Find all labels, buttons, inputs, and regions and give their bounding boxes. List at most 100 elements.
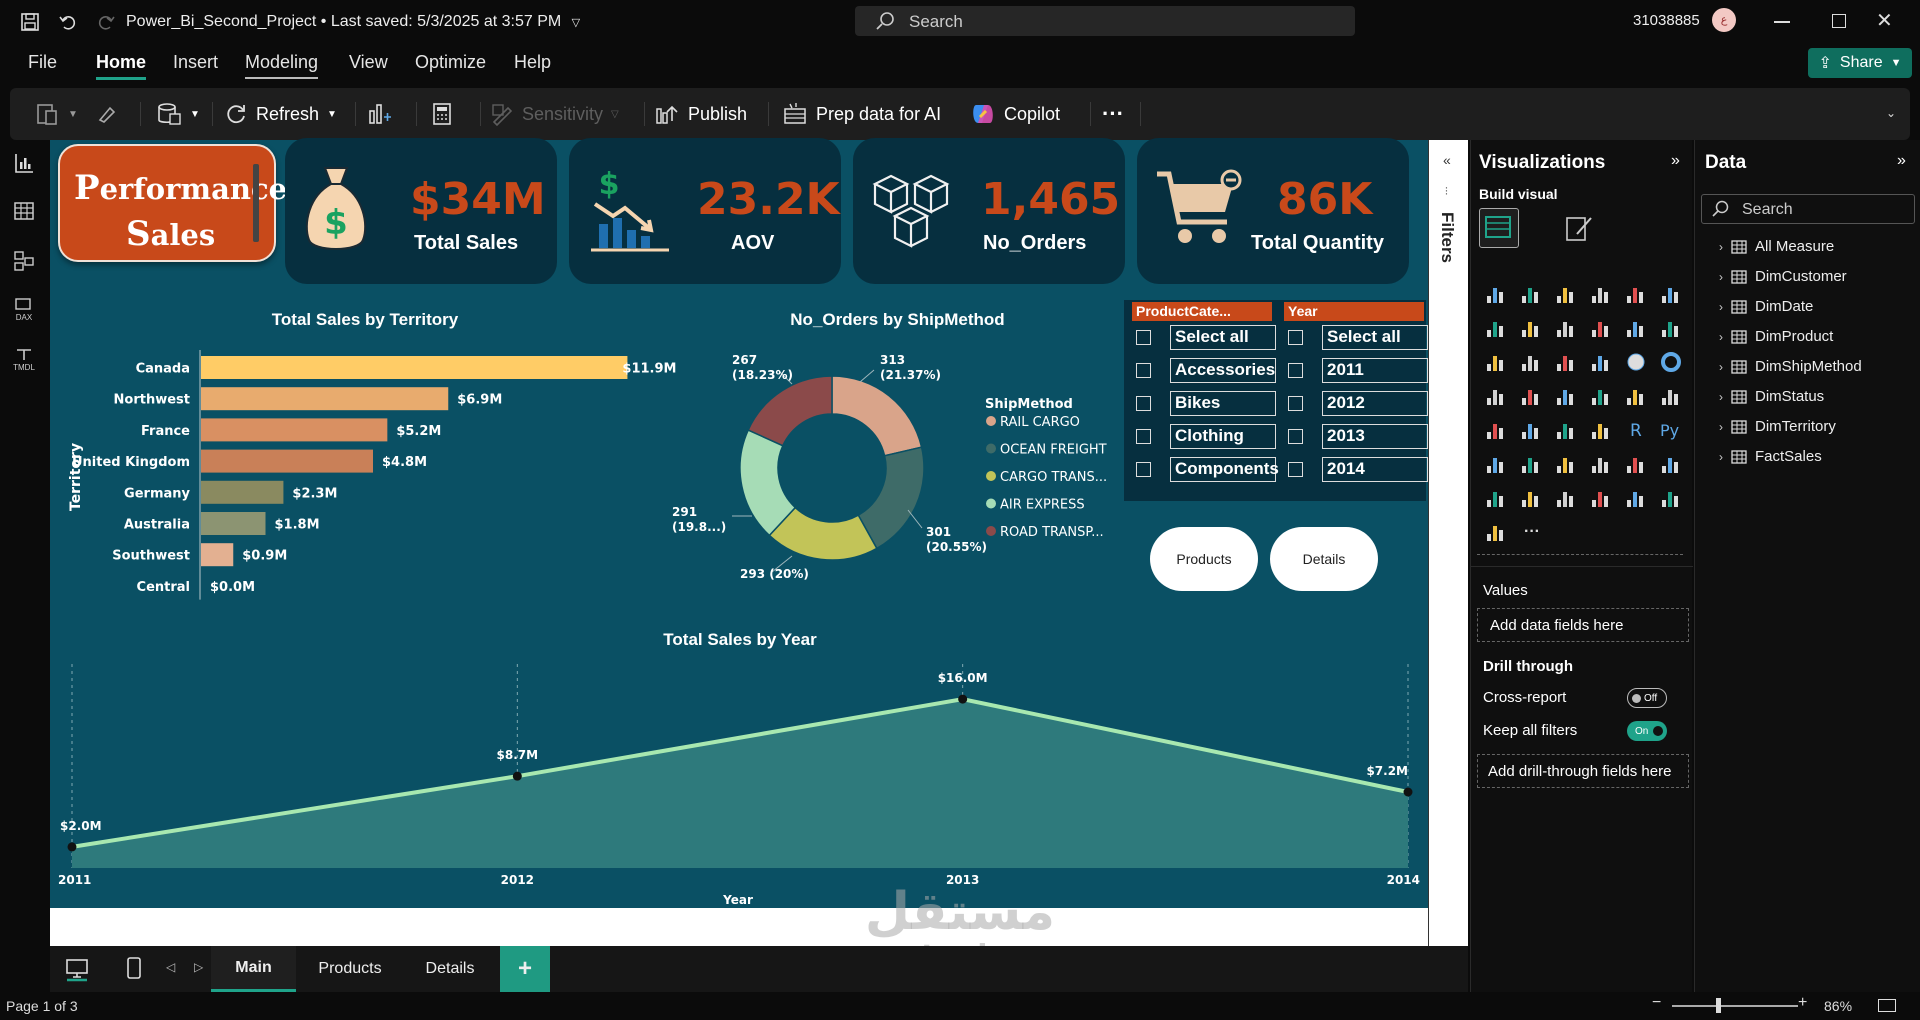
checkbox[interactable] <box>1288 330 1303 345</box>
get-data-button[interactable]: ▼ <box>156 88 200 140</box>
data-table-item[interactable]: › FactSales <box>1719 448 1822 465</box>
chevron-right-icon[interactable]: › <box>1719 419 1723 434</box>
data-table-item[interactable]: › DimDate <box>1719 298 1813 315</box>
python-visual-visual-icon[interactable]: Py <box>1660 420 1682 440</box>
button-slicer-visual-icon[interactable] <box>1555 488 1577 508</box>
avatar[interactable]: ع <box>1712 8 1736 32</box>
mobile-layout-icon[interactable] <box>124 956 144 987</box>
checkbox[interactable] <box>1288 429 1303 444</box>
close-icon[interactable]: ✕ <box>1876 10 1893 32</box>
chevron-right-icon[interactable]: › <box>1719 329 1723 344</box>
checkbox[interactable] <box>1136 462 1151 477</box>
r-visual-visual-icon[interactable]: R <box>1625 420 1647 441</box>
chevron-right-icon[interactable]: › <box>1719 299 1723 314</box>
copilot-button[interactable]: Copilot <box>970 88 1060 140</box>
data-table-item[interactable]: › DimStatus <box>1719 388 1824 405</box>
qa-visual-icon[interactable] <box>1555 454 1577 474</box>
chevron-right-icon[interactable]: › <box>1719 239 1723 254</box>
data-table-item[interactable]: › DimShipMethod <box>1719 358 1862 375</box>
build-visual-tab[interactable] <box>1479 208 1519 248</box>
decomposition-visual-icon[interactable] <box>1520 454 1542 474</box>
add-page-button[interactable]: + <box>500 946 550 992</box>
search-box[interactable]: Search <box>855 6 1355 36</box>
stacked-area-visual-icon[interactable] <box>1555 318 1577 338</box>
ellipsis-visual-icon[interactable]: ··· <box>1520 522 1542 542</box>
category-item[interactable]: Clothing <box>1132 420 1276 453</box>
year-item[interactable]: 2011 <box>1284 354 1428 387</box>
data-table-item[interactable]: › DimTerritory <box>1719 418 1836 435</box>
save-icon[interactable] <box>20 12 40 32</box>
map-visual-icon[interactable] <box>1520 386 1542 406</box>
line-column-visual-icon[interactable] <box>1625 318 1647 338</box>
document-title[interactable]: Power_Bi_Second_Project • Last saved: 5/… <box>126 13 581 30</box>
checkbox[interactable] <box>1136 363 1151 378</box>
redo-icon[interactable] <box>96 12 116 32</box>
100-column-visual-icon[interactable] <box>1660 284 1682 304</box>
menu-optimize[interactable]: Optimize <box>415 52 487 72</box>
custom-1-visual-icon[interactable] <box>1625 488 1647 508</box>
menu-modeling[interactable]: Modeling <box>245 52 319 79</box>
menu-insert[interactable]: Insert <box>173 52 219 72</box>
zoom-in-icon[interactable]: + <box>1798 994 1808 1011</box>
key-influencers-visual-icon[interactable] <box>1485 454 1507 474</box>
details-nav-button[interactable]: Details <box>1270 527 1378 591</box>
stacked-column-visual-icon[interactable] <box>1520 284 1542 304</box>
ribbon-visual-icon[interactable] <box>1485 352 1507 372</box>
fit-to-page-icon[interactable] <box>1878 999 1896 1012</box>
category-item[interactable]: Components <box>1132 453 1279 486</box>
filters-pane[interactable]: « ⫶ Filters <box>1428 140 1468 993</box>
card-visual-icon[interactable] <box>1660 386 1682 406</box>
line-clustered-visual-icon[interactable] <box>1660 318 1682 338</box>
checkbox[interactable] <box>1136 330 1151 345</box>
line-visual-icon[interactable] <box>1485 318 1507 338</box>
category-item[interactable]: Select all <box>1132 321 1276 354</box>
format-painter-icon[interactable] <box>96 88 120 140</box>
gauge-visual-icon[interactable] <box>1625 386 1647 406</box>
data-table-item[interactable]: › DimProduct <box>1719 328 1833 345</box>
power-apps-visual-icon[interactable] <box>1485 488 1507 508</box>
report-view-icon[interactable] <box>12 152 36 176</box>
tmdl-view-icon[interactable]: TMDL <box>12 348 36 372</box>
year-item[interactable]: Select all <box>1284 321 1428 354</box>
publish-button[interactable]: Publish <box>654 88 747 140</box>
data-table-item[interactable]: › All Measure <box>1719 238 1834 255</box>
sensitivity-button[interactable]: Sensitivity ▽ <box>490 88 619 140</box>
power-automate-visual-icon[interactable] <box>1520 488 1542 508</box>
table-view-icon[interactable] <box>12 200 36 224</box>
narrative-visual-icon[interactable] <box>1590 454 1612 474</box>
restore-icon[interactable] <box>1832 14 1846 28</box>
menu-view[interactable]: View <box>349 52 388 72</box>
format-visual-icon[interactable] <box>1563 212 1595 249</box>
clustered-bar-visual-icon[interactable] <box>1555 284 1577 304</box>
collapse-filters-icon[interactable]: « <box>1443 152 1451 168</box>
scroll-tabs-right-icon[interactable]: ▷ <box>194 960 204 974</box>
scatter-visual-icon[interactable] <box>1590 352 1612 372</box>
model-view-icon[interactable] <box>12 250 36 274</box>
image-visual-icon[interactable] <box>1590 488 1612 508</box>
slicer-visual-icon[interactable] <box>1520 420 1542 440</box>
scroll-tabs-left-icon[interactable]: ◁ <box>166 960 176 974</box>
zoom-out-icon[interactable]: − <box>1652 994 1662 1011</box>
chevron-right-icon[interactable]: › <box>1719 389 1723 404</box>
undo-icon[interactable] <box>58 12 78 32</box>
kpi-visual-icon[interactable] <box>1485 420 1507 440</box>
menu-help[interactable]: Help <box>514 52 552 72</box>
100-area-visual-icon[interactable] <box>1590 318 1612 338</box>
more-visuals-visual-icon[interactable] <box>1485 522 1507 542</box>
checkbox[interactable] <box>1136 429 1151 444</box>
calculator-icon[interactable] <box>430 88 454 140</box>
clustered-column-visual-icon[interactable] <box>1590 284 1612 304</box>
chevron-right-icon[interactable]: › <box>1719 449 1723 464</box>
collapse-ribbon-icon[interactable]: ⌄ <box>1886 106 1897 120</box>
category-item[interactable]: Accessories <box>1132 354 1276 387</box>
custom-2-visual-icon[interactable] <box>1660 488 1682 508</box>
tab-details[interactable]: Details <box>425 960 475 977</box>
year-item[interactable]: 2012 <box>1284 387 1428 420</box>
expand-pane-icon[interactable]: » <box>1671 152 1680 169</box>
checkbox[interactable] <box>1136 396 1151 411</box>
table-visual-icon[interactable] <box>1555 420 1577 440</box>
checkbox[interactable] <box>1288 363 1303 378</box>
chevron-right-icon[interactable]: › <box>1719 359 1723 374</box>
prep-data-button[interactable]: Prep data for AI <box>782 88 941 140</box>
matrix-visual-icon[interactable] <box>1590 420 1612 440</box>
